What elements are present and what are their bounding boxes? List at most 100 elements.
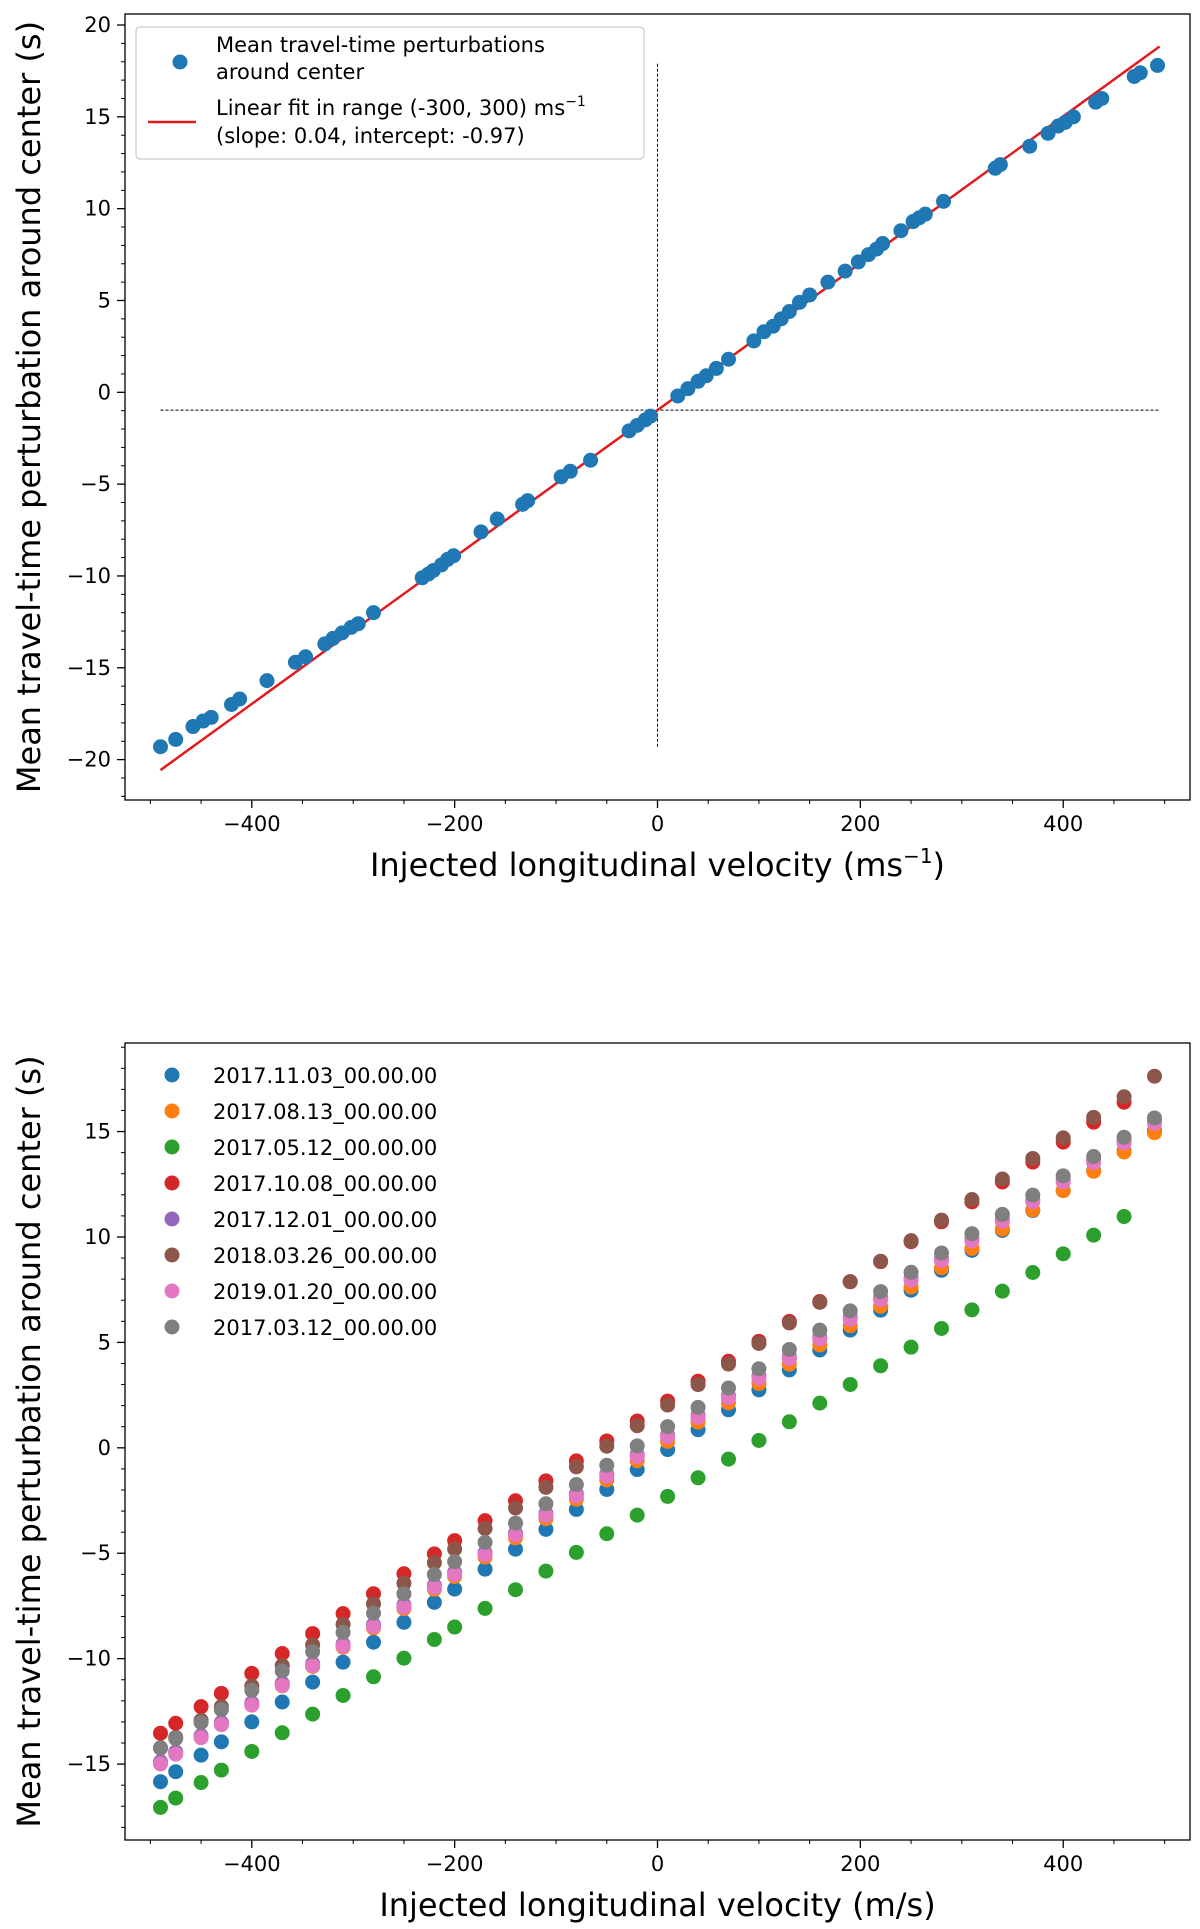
x-tick-label: −200 bbox=[426, 812, 484, 836]
legend: Mean travel-time perturbations around cen… bbox=[135, 26, 645, 160]
chart-1: −400 −200 0 200 400 −20 −15 −10 −5 0 5 10 15 20 Inject… bbox=[10, 13, 1191, 884]
data-point bbox=[426, 1631, 442, 1647]
y-tick-label: −20 bbox=[67, 748, 111, 772]
data-point bbox=[629, 1507, 645, 1523]
data-point bbox=[875, 236, 891, 252]
y-tick-label: −10 bbox=[67, 1647, 111, 1671]
data-point bbox=[203, 709, 219, 725]
data-point bbox=[599, 1526, 615, 1542]
data-point bbox=[903, 1264, 919, 1280]
data-point bbox=[992, 157, 1008, 173]
data-point bbox=[168, 731, 184, 747]
data-point bbox=[153, 1774, 168, 1790]
data-point bbox=[153, 1756, 168, 1772]
data-point bbox=[396, 1575, 412, 1591]
data-point bbox=[568, 1459, 584, 1475]
data-point bbox=[366, 1619, 381, 1635]
x-tick-label: 0 bbox=[651, 1852, 664, 1876]
data-point bbox=[508, 1527, 523, 1543]
data-point bbox=[213, 1702, 229, 1718]
y-tick-label: −10 bbox=[67, 564, 111, 588]
data-point bbox=[781, 1341, 797, 1357]
data-point bbox=[1116, 1089, 1132, 1105]
plot-frame bbox=[124, 1042, 1191, 1841]
legend-label: 2019.01.20_00.00.00 bbox=[213, 1280, 437, 1305]
data-point bbox=[447, 1581, 463, 1597]
data-point bbox=[934, 1320, 949, 1336]
data-point bbox=[660, 1397, 676, 1413]
data-point bbox=[538, 1508, 554, 1524]
data-point bbox=[1094, 90, 1110, 106]
data-point bbox=[298, 649, 314, 665]
data-point bbox=[232, 691, 248, 707]
data-point bbox=[660, 1488, 676, 1504]
legend-marker bbox=[164, 1247, 180, 1263]
legend-label: (slope: 0.04, intercept: -0.97) bbox=[216, 124, 525, 148]
data-point bbox=[153, 1740, 168, 1756]
data-point bbox=[690, 1399, 706, 1415]
data-point bbox=[508, 1541, 523, 1557]
data-point bbox=[447, 1554, 463, 1570]
data-point bbox=[1022, 138, 1038, 154]
data-point bbox=[903, 1339, 919, 1355]
x-tick-label: 400 bbox=[1043, 1852, 1083, 1876]
data-point bbox=[599, 1457, 615, 1473]
data-point bbox=[873, 1253, 889, 1269]
data-point bbox=[964, 1302, 980, 1318]
data-point bbox=[1025, 1187, 1041, 1203]
data-point bbox=[335, 1638, 351, 1654]
x-tick-label: −400 bbox=[223, 1852, 281, 1876]
data-point bbox=[153, 1725, 168, 1741]
data-point bbox=[244, 1743, 260, 1759]
legend-marker bbox=[164, 1103, 180, 1119]
data-point bbox=[629, 1438, 645, 1454]
data-point bbox=[168, 1746, 184, 1762]
y-tick-label: 10 bbox=[84, 1225, 111, 1249]
data-point bbox=[1025, 1265, 1041, 1281]
data-point bbox=[1147, 1068, 1162, 1084]
data-point bbox=[168, 1731, 184, 1747]
data-point bbox=[917, 206, 933, 222]
data-point bbox=[447, 1541, 463, 1557]
x-tick-label: 200 bbox=[840, 812, 880, 836]
data-point bbox=[1055, 1130, 1071, 1146]
data-point bbox=[366, 1634, 381, 1650]
y-tick-label: −5 bbox=[80, 472, 111, 496]
data-point bbox=[1116, 1209, 1132, 1225]
data-point bbox=[244, 1714, 260, 1730]
y-axis-title: Mean travel-time perturbation around cen… bbox=[10, 1055, 48, 1827]
data-point bbox=[538, 1563, 554, 1579]
data-point bbox=[274, 1677, 290, 1693]
legend-label: 2017.03.12_00.00.00 bbox=[213, 1316, 437, 1341]
data-point bbox=[873, 1358, 889, 1374]
data-point bbox=[366, 1669, 381, 1685]
data-point bbox=[903, 1233, 919, 1249]
data-point bbox=[751, 1361, 767, 1377]
legend-label: 2017.08.13_00.00.00 bbox=[213, 1100, 437, 1125]
data-point bbox=[426, 1579, 442, 1595]
series-3 bbox=[153, 1209, 1132, 1815]
data-point bbox=[964, 1192, 980, 1208]
data-point bbox=[994, 1206, 1010, 1222]
data-point bbox=[812, 1395, 828, 1411]
data-point bbox=[1116, 1129, 1132, 1145]
data-point bbox=[213, 1762, 229, 1778]
data-point bbox=[213, 1685, 229, 1701]
data-point bbox=[842, 1376, 858, 1392]
data-point bbox=[477, 1547, 493, 1563]
data-point bbox=[660, 1429, 676, 1445]
legend-label: 2018.03.26_00.00.00 bbox=[213, 1244, 437, 1269]
data-point bbox=[994, 1171, 1010, 1187]
legend-label: Mean travel-time perturbations bbox=[216, 33, 545, 57]
legend-marker bbox=[172, 54, 188, 70]
data-point bbox=[473, 524, 489, 540]
data-point bbox=[274, 1694, 290, 1710]
data-point bbox=[477, 1534, 493, 1550]
data-point bbox=[812, 1322, 828, 1338]
data-point bbox=[508, 1515, 523, 1531]
data-point bbox=[751, 1432, 767, 1448]
legend-marker bbox=[164, 1067, 180, 1083]
series-8 bbox=[153, 1110, 1162, 1756]
legend-marker bbox=[164, 1139, 180, 1155]
legend-box bbox=[135, 26, 645, 160]
